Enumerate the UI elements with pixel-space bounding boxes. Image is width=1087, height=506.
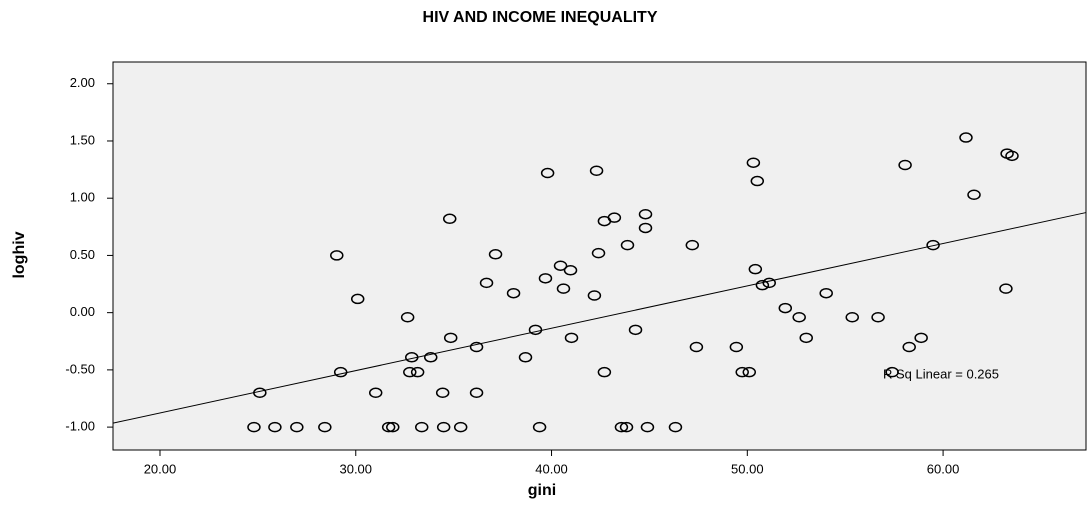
annotation: R Sq Linear = 0.265: [883, 366, 999, 381]
point: [518, 352, 533, 363]
point: [619, 421, 634, 433]
x-tick-label: 50.00: [731, 461, 764, 476]
point: [755, 279, 770, 291]
point: [898, 159, 912, 171]
point: [638, 208, 653, 220]
point: [318, 421, 332, 433]
point: [538, 273, 553, 284]
point: [597, 366, 612, 378]
point: [564, 332, 579, 344]
chart-title: HIV AND INCOME INEQUALITY: [423, 9, 658, 26]
point: [742, 366, 757, 378]
x-tick-label: 60.00: [927, 461, 960, 476]
point: [999, 283, 1013, 294]
point: [871, 311, 885, 323]
point: [540, 167, 555, 179]
point: [729, 341, 744, 353]
point: [902, 341, 916, 353]
point: [532, 421, 547, 433]
point: [330, 250, 344, 261]
y-tick-label: 1.00: [70, 190, 95, 205]
point: [469, 341, 484, 353]
point: [488, 249, 503, 260]
point: [436, 421, 451, 433]
point: [435, 387, 450, 399]
point: [748, 263, 763, 275]
x-tick-label: 20.00: [144, 461, 177, 476]
y-tick-label: 0.00: [70, 304, 95, 319]
point: [400, 311, 415, 323]
point: [685, 239, 700, 251]
point: [614, 421, 629, 433]
point: [689, 341, 704, 353]
point: [845, 311, 859, 323]
point: [443, 332, 458, 344]
point: [247, 421, 261, 433]
y-tick-label: 1.50: [70, 132, 95, 147]
point: [914, 332, 928, 344]
point: [628, 324, 643, 336]
fit-line: [112, 212, 1087, 424]
point: [381, 421, 396, 433]
point: [778, 302, 793, 314]
point: [442, 213, 457, 225]
point: [553, 260, 568, 271]
point: [591, 247, 606, 259]
point: [607, 212, 622, 223]
point: [885, 366, 899, 378]
point: [620, 239, 635, 251]
point: [528, 324, 543, 336]
point: [268, 421, 282, 433]
y-tick-label: -1.00: [65, 419, 95, 434]
point: [638, 222, 653, 234]
x-tick-label: 40.00: [535, 461, 568, 476]
point: [640, 421, 655, 433]
point: [589, 165, 604, 176]
point: [410, 366, 425, 378]
x-axis-label: gini: [528, 482, 556, 499]
point: [386, 421, 400, 433]
y-tick-label: -0.50: [65, 361, 95, 376]
point: [926, 239, 940, 251]
point: [1005, 150, 1019, 162]
point: [290, 421, 304, 433]
point: [735, 366, 749, 378]
point: [506, 287, 521, 299]
point: [403, 366, 417, 378]
point: [746, 157, 761, 168]
y-tick-label: 2.00: [70, 75, 95, 90]
point: [967, 189, 981, 201]
point: [563, 265, 578, 276]
point: [959, 132, 973, 143]
point: [453, 421, 468, 433]
point: [819, 287, 833, 299]
y-tick-label: 0.50: [70, 247, 95, 262]
point: [414, 421, 429, 433]
point: [556, 283, 571, 294]
point: [792, 311, 806, 323]
y-axis-label: loghiv: [11, 231, 28, 278]
point: [423, 352, 438, 363]
point: [668, 421, 683, 433]
point: [479, 277, 494, 289]
plot-area: [112, 61, 1087, 451]
point: [799, 332, 813, 344]
point: [350, 293, 365, 305]
point: [587, 290, 602, 301]
point: [750, 175, 765, 187]
point: [469, 387, 484, 399]
point: [368, 387, 383, 399]
x-tick-label: 30.00: [339, 461, 372, 476]
